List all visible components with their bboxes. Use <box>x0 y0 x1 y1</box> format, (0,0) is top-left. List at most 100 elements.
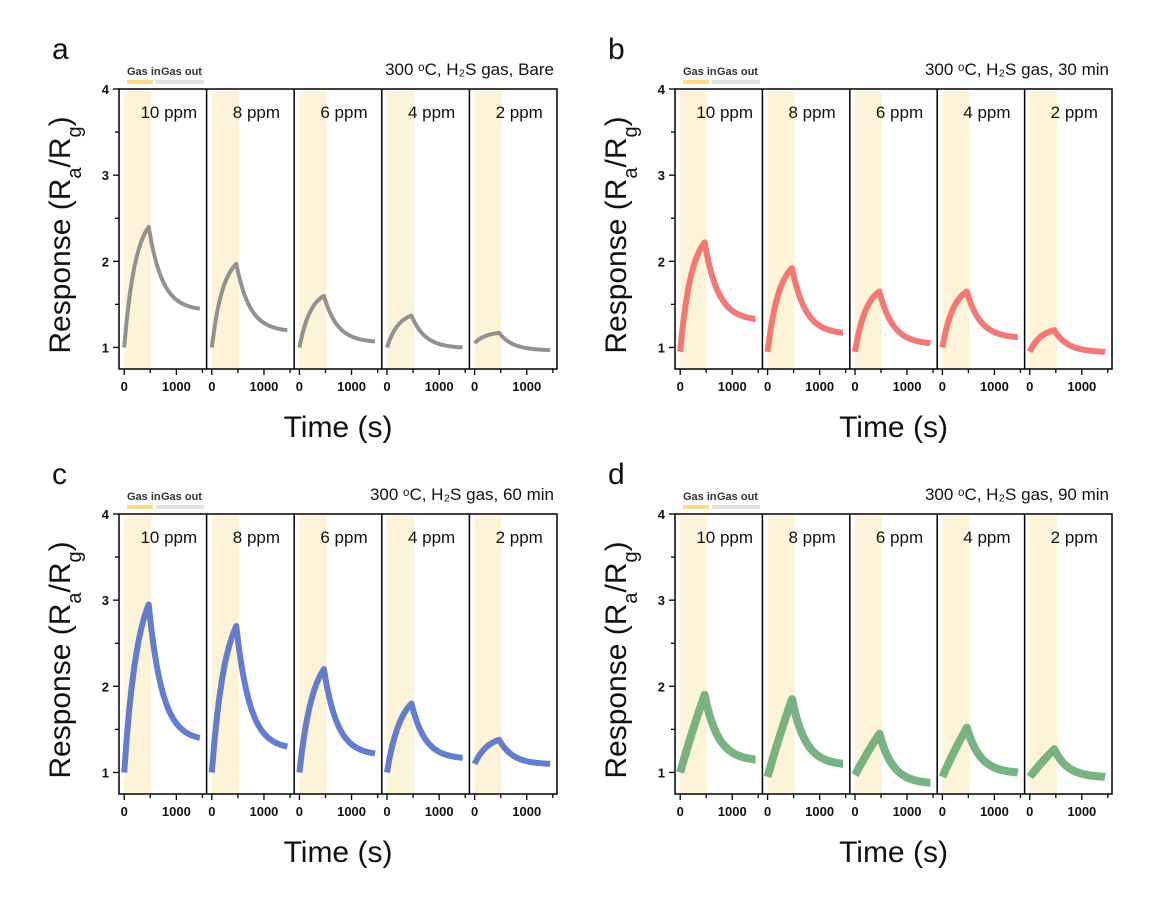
x-tick-label: 1000 <box>425 379 454 394</box>
x-tick-label: 0 <box>208 804 215 819</box>
subplot-10-ppm: 10 ppm 0 1000 <box>121 516 204 819</box>
legend-gas-in-swatch <box>683 80 709 84</box>
x-axis-label: Time (s) <box>839 411 948 444</box>
concentration-label: 4 ppm <box>963 528 1010 547</box>
legend-gas-out: Gas out <box>161 491 202 503</box>
x-tick-label: 1000 <box>980 804 1009 819</box>
concentration-label: 2 ppm <box>1051 103 1098 122</box>
legend-gas-out: Gas out <box>161 66 202 78</box>
concentration-label: 6 ppm <box>876 103 923 122</box>
gas-in-shade <box>474 91 502 368</box>
legend-gas-out-swatch <box>156 80 204 84</box>
x-tick-label: 0 <box>1026 804 1033 819</box>
panel-letter: a <box>52 33 69 66</box>
subplot-4-ppm: 4 ppm 0 1000 <box>381 89 466 394</box>
y-tick-label: 2 <box>658 679 665 694</box>
y-label-part: Response (R <box>44 604 77 779</box>
y-label-part: Response (R <box>44 179 77 354</box>
plot-frame <box>674 513 1113 795</box>
x-tick-label: 0 <box>677 379 684 394</box>
x-tick-label: 0 <box>121 379 128 394</box>
x-tick-label: 0 <box>471 804 478 819</box>
y-label-part: ) <box>44 116 77 126</box>
concentration-label: 10 ppm <box>140 528 197 547</box>
x-tick-label: 1000 <box>425 804 454 819</box>
y-label-part: a <box>620 592 642 604</box>
x-tick-label: 1000 <box>1067 804 1096 819</box>
subplot-2-ppm: 2 ppm 0 1000 <box>468 89 554 394</box>
x-tick-label: 1000 <box>337 379 366 394</box>
plot-frame <box>118 513 558 795</box>
y-label-part: a <box>64 167 86 179</box>
x-tick-label: 1000 <box>893 804 922 819</box>
gas-legend: Gas in Gas out <box>127 491 204 509</box>
x-tick-label: 0 <box>121 804 128 819</box>
response-curve <box>1026 745 1109 781</box>
x-tick-label: 0 <box>851 379 858 394</box>
subplot-4-ppm: 4 ppm 0 1000 <box>936 514 1022 819</box>
x-tick-label: 0 <box>1026 379 1033 394</box>
concentration-label: 10 ppm <box>696 528 753 547</box>
response-curve <box>938 723 1022 780</box>
y-axis-label: Response (Ra/Rg) <box>600 116 642 353</box>
x-tick-label: 0 <box>764 804 771 819</box>
y-label-part: ) <box>600 541 633 551</box>
y-tick-label: 3 <box>102 168 109 183</box>
concentration-label: 10 ppm <box>140 103 197 122</box>
subplot-10-ppm: 10 ppm 0 1000 <box>121 91 204 394</box>
legend-gas-out: Gas out <box>717 491 758 503</box>
response-curve <box>121 601 203 773</box>
y-label-part: Response (R <box>600 604 633 779</box>
y-tick-label: 1 <box>102 340 109 355</box>
y-axis-label: Response (Ra/Rg) <box>44 541 86 778</box>
legend-gas-out-swatch <box>712 80 760 84</box>
x-tick-label: 1000 <box>162 804 191 819</box>
x-tick-label: 0 <box>296 804 303 819</box>
y-label-part: g <box>64 551 86 562</box>
panel-title: 300 ᵒC, H₂S gas, 30 min <box>925 60 1109 79</box>
concentration-label: 8 ppm <box>788 103 835 122</box>
x-tick-label: 1000 <box>162 379 191 394</box>
response-curve <box>385 313 465 350</box>
concentration-label: 4 ppm <box>408 528 455 547</box>
x-tick-label: 1000 <box>249 804 278 819</box>
response-curve <box>209 261 289 348</box>
concentration-label: 4 ppm <box>963 103 1010 122</box>
gas-in-shade <box>767 516 795 793</box>
subplot-8-ppm: 8 ppm 0 1000 <box>205 514 291 819</box>
concentration-label: 6 ppm <box>876 528 923 547</box>
x-tick-label: 0 <box>383 379 390 394</box>
plot-frame <box>118 88 558 370</box>
y-tick-label: 2 <box>102 679 109 694</box>
response-curve <box>939 288 1021 349</box>
y-label-part: Response (R <box>600 179 633 354</box>
y-label-part: /R <box>44 562 77 592</box>
subplot-6-ppm: 6 ppm 0 1000 <box>849 514 934 819</box>
subplot-2-ppm: 2 ppm 0 1000 <box>468 514 554 819</box>
response-curve <box>763 695 847 779</box>
gas-legend: Gas in Gas out <box>127 66 204 84</box>
subplot-6-ppm: 6 ppm 0 1000 <box>293 89 379 394</box>
y-tick-label: 2 <box>658 254 665 269</box>
x-tick-label: 1000 <box>1067 379 1096 394</box>
concentration-label: 8 ppm <box>788 528 835 547</box>
panel-d: d 300 ᵒC, H₂S gas, 90 min Gas in Gas out 10 … <box>600 458 1113 869</box>
legend-gas-in-swatch <box>683 505 709 509</box>
response-curve <box>296 666 378 773</box>
subplot-2-ppm: 2 ppm 0 1000 <box>1023 89 1109 394</box>
legend-gas-in-swatch <box>127 505 153 509</box>
response-curve <box>677 239 759 353</box>
response-curve <box>384 700 466 773</box>
panel-title: 300 ᵒC, H₂S gas, Bare <box>385 60 554 79</box>
subplot-10-ppm: 10 ppm 0 1000 <box>676 516 760 819</box>
plot-frame <box>674 88 1113 370</box>
x-axis-label: Time (s) <box>284 836 393 869</box>
response-curve <box>1027 327 1108 355</box>
subplot-6-ppm: 6 ppm 0 1000 <box>293 514 379 819</box>
x-tick-label: 0 <box>939 804 946 819</box>
y-tick-label: 1 <box>658 340 665 355</box>
y-tick-label: 4 <box>102 82 110 97</box>
y-tick-label: 1 <box>658 765 665 780</box>
y-tick-label: 3 <box>658 593 665 608</box>
response-curve <box>473 330 552 352</box>
